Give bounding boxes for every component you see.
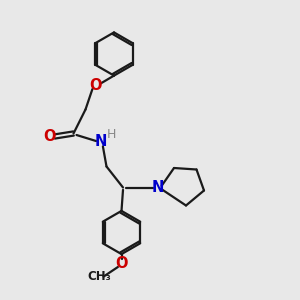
Text: N: N — [151, 180, 164, 195]
Text: O: O — [43, 129, 56, 144]
Text: N: N — [94, 134, 107, 148]
Text: O: O — [90, 78, 102, 93]
Text: O: O — [115, 256, 128, 271]
Text: CH₃: CH₃ — [87, 270, 111, 283]
Text: H: H — [106, 128, 116, 142]
